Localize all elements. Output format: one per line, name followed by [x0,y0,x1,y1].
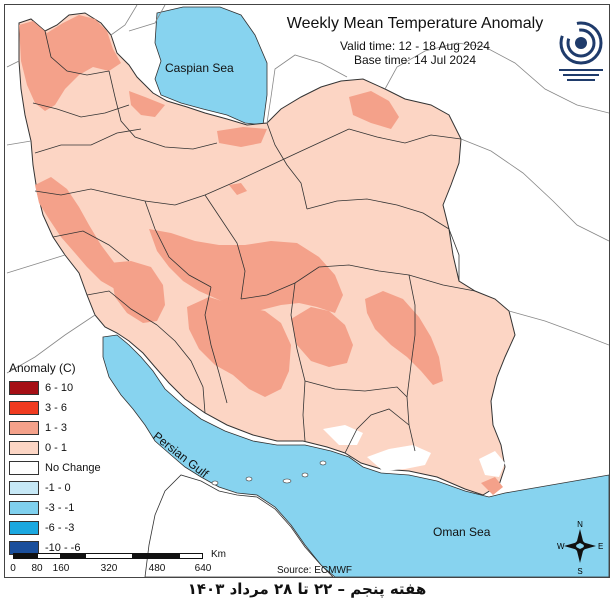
scale-bar: Km 0 80 160 320 480 640 [10,549,226,575]
legend-row: 0 - 1 [9,439,113,457]
legend-label: -3 - -1 [45,502,75,514]
se-hotspot [365,291,443,385]
legend-label: 3 - 6 [45,402,68,414]
khorasan-spot [229,183,247,195]
ne-hotspot [349,91,399,129]
legend-swatch [9,481,39,495]
legend-title: Anomaly (C) [9,361,76,375]
scale-bar-segment [85,553,133,559]
scale-tick: 320 [100,563,118,574]
scale-bar-segment [37,553,61,559]
scale-tick: 640 [194,563,212,574]
legend-swatch [9,401,39,415]
scale-unit: Km [211,549,226,560]
legend-row: 3 - 6 [9,399,113,417]
legend-swatch [9,421,39,435]
compass-s: S [577,567,582,575]
legend-label: -1 - 0 [45,482,71,494]
scale-tick: 0 [10,563,16,574]
legend-label: 1 - 3 [45,422,68,434]
legend-row: -6 - -3 [9,519,113,537]
scale-tick: 480 [148,563,166,574]
south-strip [481,477,503,495]
west-hotspot [35,177,123,289]
base-time: Base time: 14 Jul 2024 [353,53,477,67]
legend-label: 6 - 10 [45,382,74,394]
compass-w: W [557,542,565,551]
caspian-sea [154,6,268,126]
valid-time: Valid time: 12 - 18 Aug 2024 [340,39,490,53]
compass-e: E [598,542,603,551]
neighbour-borders [6,5,609,374]
legend-swatch [9,441,39,455]
province-borders [32,30,476,454]
legend: Anomaly (C) 6 - 10 3 - 6 1 - 3 0 - 1 No Chan… [9,361,113,559]
fars-hotspot [187,297,291,397]
legend-swatch [9,461,39,475]
persian-gulf-oman-sea [102,334,609,577]
nw-hotspot [19,15,121,111]
iran-anomaly-map [5,5,609,577]
legend-label: 0 - 1 [45,442,68,454]
anomaly-1-3-areas [19,15,503,495]
scale-bar-segment [179,553,203,559]
kerman-hotspot [291,307,353,367]
legend-row: -1 - 0 [9,479,113,497]
legend-swatch [9,501,39,515]
scale-tick: 160 [52,563,70,574]
arabian-coast [144,474,334,577]
no-change-southeast [479,451,505,477]
legend-row: 1 - 3 [9,419,113,437]
legend-swatch [9,381,39,395]
legend-label: -10 - -6 [45,542,81,554]
no-change-south-1 [323,425,363,445]
scale-tick: 80 [31,563,43,574]
map-title: Weekly Mean Temperature Anomaly [286,15,544,32]
caspian-sea-label: Caspian Sea [165,61,234,75]
legend-row: 6 - 10 [9,379,113,397]
footer-caption: هفته پنجم – ۲۲ تا ۲۸ مرداد ۱۴۰۳ [187,580,427,598]
oman-sea-label: Oman Sea [433,525,491,539]
irimo-logo [553,19,609,85]
legend-row: No Change [9,459,113,477]
gilan-hotspot [129,91,165,117]
mazandaran-hotspot [217,127,267,147]
compass-n: N [577,520,583,529]
no-change-areas [323,425,505,477]
zagros-hotspot [109,261,165,323]
map-frame: Weekly Mean Temperature Anomaly Valid ti… [4,4,610,578]
source-credit: Source: ECMWF [277,565,353,576]
legend-label: No Change [45,462,101,474]
legend-rows: 6 - 10 3 - 6 1 - 3 0 - 1 No Change -1 - 0 -3 -… [9,379,113,557]
central-band [149,229,343,313]
legend-row: -3 - -1 [9,499,113,517]
no-change-south-2 [367,445,431,471]
legend-label: -6 - -3 [45,522,75,534]
gulf-islands [211,460,327,486]
legend-swatch [9,521,39,535]
north-arrow-compass: N S W E [555,519,605,576]
